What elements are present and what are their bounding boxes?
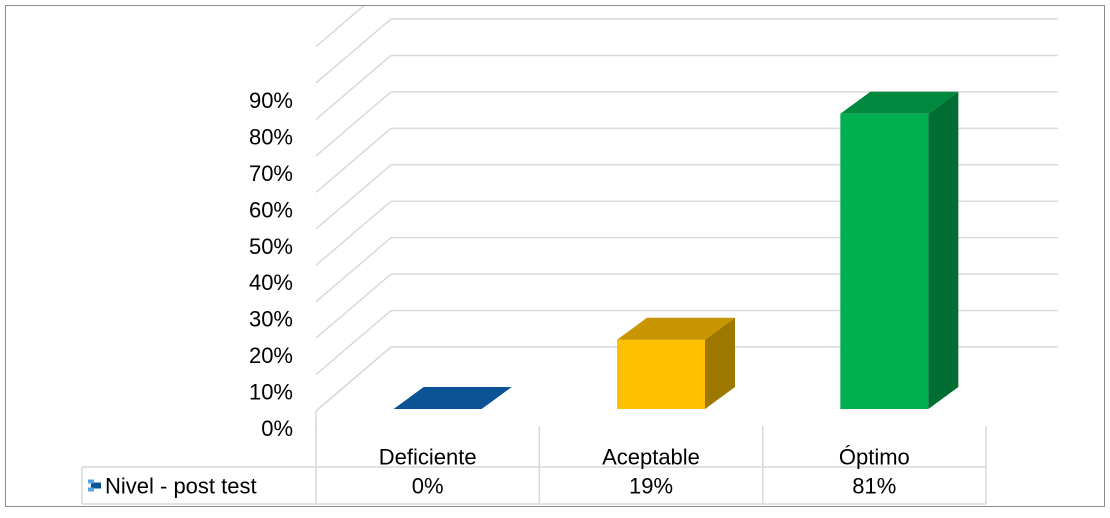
y-tick-label: 80% <box>249 124 293 149</box>
gridline-side-0 <box>315 346 392 412</box>
chart-canvas: 0% 10% 20% 30% 40% 50% 60% 70% 80% 90% Deficiente… <box>81 6 1058 505</box>
bar-front <box>617 339 705 409</box>
gridline-side-6 <box>315 127 392 193</box>
data-table: Deficiente 0% Aceptable 19% Óptimo 81% Nivel -… <box>81 426 987 505</box>
category-label: Deficiente <box>379 445 477 470</box>
bar-óptimo[interactable] <box>840 91 959 410</box>
category-label: Óptimo <box>839 445 910 470</box>
bar-top <box>617 317 735 340</box>
bar-side <box>928 91 959 410</box>
bar-side <box>705 317 735 409</box>
gridline-side-9 <box>315 18 392 84</box>
data-table-value: 81% <box>852 474 896 499</box>
data-table-value: 0% <box>412 474 444 499</box>
chart-walls <box>315 346 392 431</box>
y-tick-label: 70% <box>249 161 293 186</box>
legend-key-icon <box>88 479 101 492</box>
gridline-side-5 <box>315 164 392 230</box>
bar-aceptable[interactable] <box>617 317 735 409</box>
chart-frame: 0% 10% 20% 30% 40% 50% 60% 70% 80% 90% Deficiente… <box>5 5 1105 507</box>
gridline-side-1 <box>315 309 392 376</box>
bar-top <box>393 387 512 409</box>
y-tick-label: 60% <box>249 197 293 222</box>
y-tick-label: 0% <box>261 416 293 441</box>
y-tick-label: 40% <box>249 270 293 295</box>
bar-top <box>840 91 959 114</box>
y-tick-label: 30% <box>249 307 293 332</box>
bar-front <box>840 113 929 410</box>
y-axis-tick-labels: 0% 10% 20% 30% 40% 50% 60% 70% 80% 90% <box>249 88 293 441</box>
gridline-side-top <box>315 6 365 48</box>
gridline-side-7 <box>315 91 392 157</box>
series-name: Nivel - post test <box>105 474 257 499</box>
gridline-side-4 <box>315 200 392 266</box>
gridline-side-2 <box>315 273 392 339</box>
y-tick-label: 50% <box>249 234 293 259</box>
y-tick-label: 10% <box>249 380 293 405</box>
category-label: Aceptable <box>602 445 700 470</box>
data-table-value: 19% <box>629 474 673 499</box>
y-tick-label: 90% <box>249 88 293 113</box>
gridline-side-8 <box>315 54 392 121</box>
bar-deficiente[interactable] <box>393 387 512 409</box>
y-tick-label: 20% <box>249 343 293 368</box>
gridline-side-3 <box>315 237 392 303</box>
bars <box>393 91 959 410</box>
